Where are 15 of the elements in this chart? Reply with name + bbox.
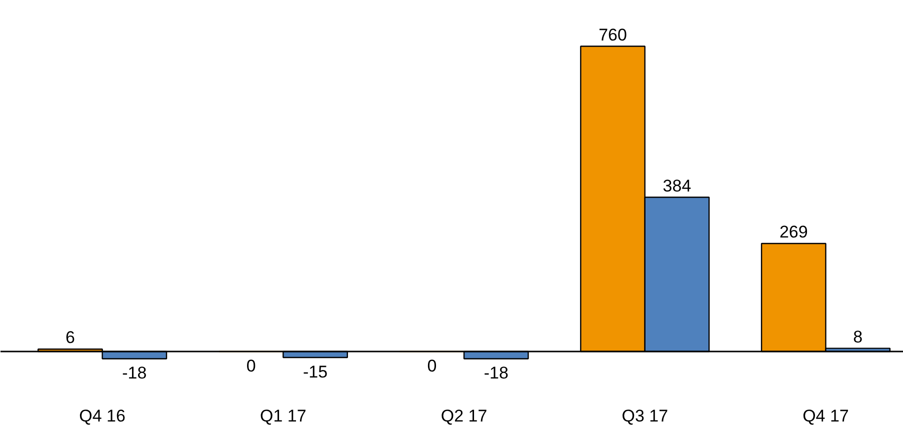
x-tick-label: Q4 16	[79, 406, 126, 426]
x-tick-label: Q4 17	[802, 406, 849, 426]
data-label: 760	[598, 25, 627, 44]
x-tick-label: Q2 17	[440, 406, 488, 426]
data-label: 0	[427, 356, 437, 376]
data-label: 0	[246, 356, 256, 376]
x-tick-label: Q3 17	[622, 406, 668, 426]
data-label: 8	[853, 327, 863, 346]
x-tick-label: Q1 17	[260, 406, 306, 426]
data-label: 384	[662, 176, 692, 196]
data-label: -18	[122, 364, 147, 383]
data-label: -18	[484, 364, 508, 383]
data-label: 269	[779, 222, 808, 242]
data-label: -15	[302, 362, 328, 382]
data-label: 6	[65, 328, 75, 348]
